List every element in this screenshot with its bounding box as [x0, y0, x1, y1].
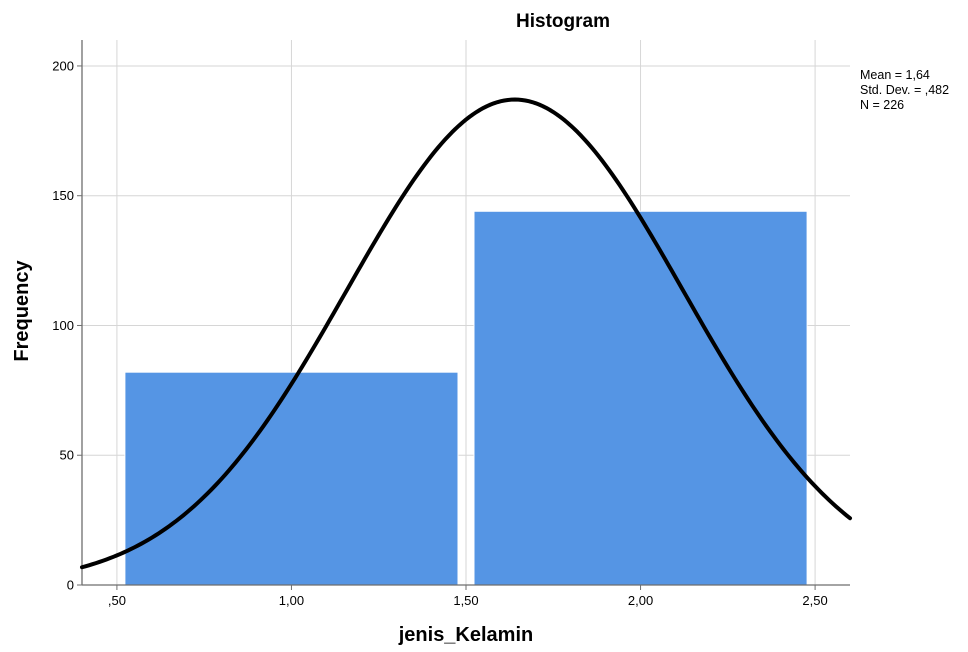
x-tick-label: 2,50 [802, 593, 827, 608]
x-tick-label: 1,50 [453, 593, 478, 608]
x-tick-label: 2,00 [628, 593, 653, 608]
mean-stat-label: Mean = 1,64 [860, 68, 930, 82]
y-tick-label: 150 [52, 188, 74, 203]
x-axis-title: jenis_Kelamin [398, 624, 534, 646]
normal-curve-line [80, 97, 852, 570]
histogram-bar [124, 371, 459, 586]
y-tick-label: 200 [52, 58, 74, 73]
y-tick-label: 50 [60, 448, 74, 463]
std-dev-stat-label: Std. Dev. = ,482 [860, 83, 949, 97]
x-tick-label: ,50 [108, 593, 126, 608]
plot-area: 0 50 100 150 200 ,50 1,00 1,50 2,00 2,50 [52, 40, 852, 608]
y-axis-title: Frequency [11, 260, 33, 362]
histogram-bar [473, 210, 808, 586]
n-stat-label: N = 226 [860, 98, 904, 112]
y-tick-label: 100 [52, 318, 74, 333]
x-tick-label: 1,00 [279, 593, 304, 608]
y-tick-label: 0 [67, 578, 74, 593]
statistics-box: Mean = 1,64 Std. Dev. = ,482 N = 226 [860, 68, 949, 112]
chart-title: Histogram [516, 11, 610, 32]
